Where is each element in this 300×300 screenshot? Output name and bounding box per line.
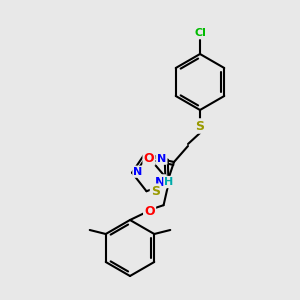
- Text: N: N: [155, 176, 165, 188]
- Text: S: S: [151, 185, 160, 198]
- Text: S: S: [196, 119, 205, 133]
- Text: H: H: [164, 177, 174, 187]
- Text: N: N: [134, 167, 142, 177]
- Text: O: O: [144, 152, 154, 164]
- Text: N: N: [157, 154, 167, 164]
- Text: Cl: Cl: [194, 28, 206, 38]
- Text: O: O: [144, 205, 155, 218]
